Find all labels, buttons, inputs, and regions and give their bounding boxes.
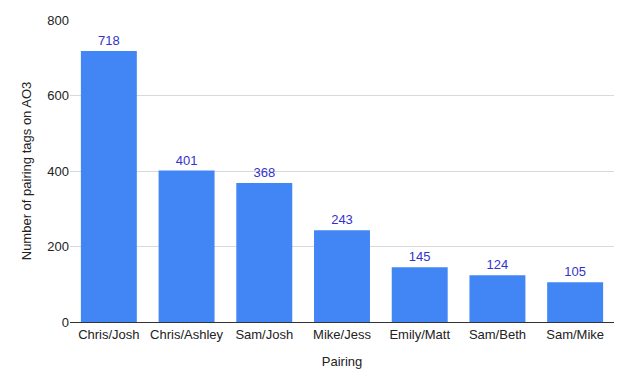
svg-text:718: 718 xyxy=(98,33,120,48)
svg-text:Chris/Ashley: Chris/Ashley xyxy=(150,327,223,342)
svg-text:Sam/Josh: Sam/Josh xyxy=(235,327,293,342)
svg-text:105: 105 xyxy=(564,264,586,279)
svg-text:Pairing: Pairing xyxy=(322,354,362,369)
svg-text:Sam/Mike: Sam/Mike xyxy=(546,327,604,342)
svg-text:145: 145 xyxy=(409,249,431,264)
svg-text:Emily/Matt: Emily/Matt xyxy=(389,327,450,342)
svg-text:Chris/Josh: Chris/Josh xyxy=(78,327,139,342)
svg-text:0: 0 xyxy=(62,315,69,330)
svg-text:368: 368 xyxy=(253,165,275,180)
svg-text:400: 400 xyxy=(47,164,69,179)
svg-text:401: 401 xyxy=(176,153,198,168)
svg-text:600: 600 xyxy=(47,88,69,103)
svg-text:200: 200 xyxy=(47,239,69,254)
svg-text:124: 124 xyxy=(487,257,509,272)
svg-text:800: 800 xyxy=(47,13,69,28)
svg-text:Number of pairing tags on AO3: Number of pairing tags on AO3 xyxy=(19,82,34,261)
svg-text:Sam/Beth: Sam/Beth xyxy=(469,327,526,342)
svg-text:243: 243 xyxy=(331,212,353,227)
svg-text:Mike/Jess: Mike/Jess xyxy=(313,327,371,342)
